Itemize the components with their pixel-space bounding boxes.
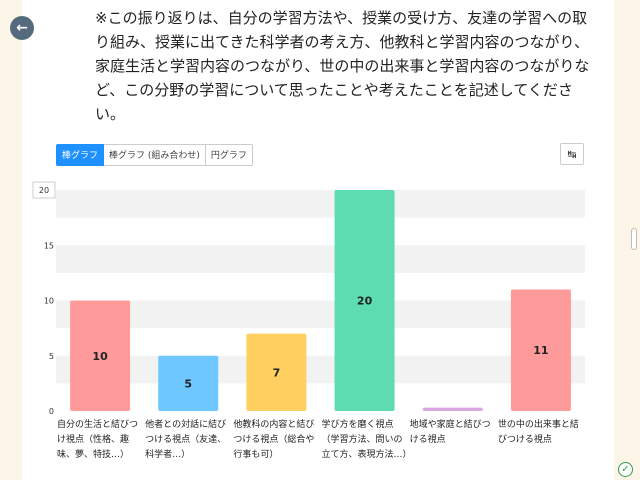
grid-band [56,245,585,273]
category-label: 他教科の内容と結びつける視点（総合や行事も可） [233,420,315,460]
ytick-label: 5 [49,352,54,361]
bar[interactable] [510,289,571,411]
bar-value-label: 20 [357,295,373,308]
grid-band [56,190,585,218]
tab-pie-chart[interactable]: 円グラフ [205,144,253,166]
ytick-label: 10 [44,297,54,306]
category-label: 自分の生活と結びつけ視点（性格、趣味、夢、特技…） [57,420,139,460]
category-label: 他者との対話に結びつける視点（友達、科学者…） [145,420,227,460]
bar[interactable] [158,355,219,411]
ytick-label: 15 [44,241,54,250]
side-drag-handle[interactable] [631,228,637,250]
back-arrow-icon[interactable]: ← [10,16,34,40]
category-label: 地域や家庭と結びつける視点 [409,420,491,445]
category-label: 学び方を磨く視点（学習方法、問いの立て方、表現方法…） [321,420,412,460]
grid-band [56,300,585,329]
grid-band [56,355,585,384]
bar-value-label: 7 [273,366,281,379]
ytick-max-box [32,181,56,199]
ytick-label: 20 [39,186,49,195]
chart-type-tabs: 棒グラフ 棒グラフ (組み合わせ) 円グラフ [56,144,253,166]
category-label: 世の中の出来事と結びつける視点 [497,420,579,445]
bar[interactable] [70,300,131,412]
tab-combined-bar-chart[interactable]: 棒グラフ (組み合わせ) [104,144,206,166]
bar[interactable] [246,333,307,411]
bar-value-label: 11 [533,344,548,357]
reflection-notice: ※この振り返りは、自分の学習方法や、授業の受け方、友達の学習への取り組み、授業に… [95,9,590,123]
check-circle-icon: ✓ [618,462,633,477]
bar-value-label: 5 [184,377,192,390]
bar-value-label: 10 [92,350,108,363]
ytick-label: 0 [49,407,54,416]
bar[interactable] [422,407,483,411]
export-icon[interactable]: ↹ [560,143,584,165]
tab-bar-chart[interactable]: 棒グラフ [56,144,105,166]
bar[interactable] [334,190,395,411]
